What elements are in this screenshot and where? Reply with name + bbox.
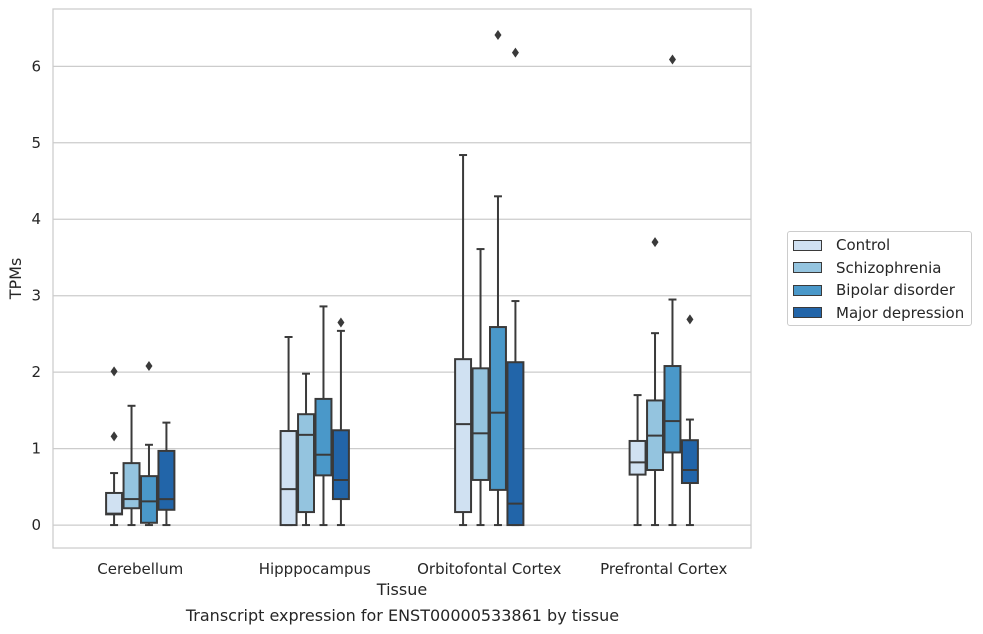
- legend-label: Control: [836, 236, 891, 254]
- box-iqr: [105, 491, 124, 516]
- outlier-point: [337, 317, 345, 328]
- legend-label: Schizophrenia: [836, 258, 942, 277]
- box-iqr: [471, 367, 490, 481]
- legend-item-bipolar-disorder: Bipolar disorder: [793, 280, 955, 300]
- y-tick-label: 4: [31, 210, 41, 228]
- box-iqr: [454, 358, 473, 514]
- legend-item-schizophrenia: Schizophrenia: [793, 258, 941, 278]
- y-tick-label: 3: [31, 287, 41, 305]
- box-prefrontal-cortex-control: [628, 394, 647, 527]
- box-iqr: [140, 475, 158, 524]
- legend: Control Schizophrenia Bipolar disorder Majo…: [787, 231, 972, 326]
- outlier-point: [494, 29, 502, 40]
- box-cerebellum-schizophrenia: [122, 404, 141, 527]
- box-prefrontal-cortex-major-depression: [680, 314, 699, 527]
- x-tick-label: Prefrontal Cortex: [600, 560, 727, 578]
- box-iqr: [489, 326, 507, 491]
- box-iqr: [279, 430, 298, 527]
- box-iqr: [506, 361, 525, 527]
- outlier-point: [668, 54, 676, 65]
- chart-title: Transcript expression for ENST0000053386…: [185, 606, 620, 625]
- plot-area-frame: [52, 8, 752, 549]
- box-prefrontal-cortex-bipolar-disorder: [663, 54, 682, 527]
- box-orbitofontal-cortex-control: [454, 154, 473, 527]
- x-tick-label: Hipppocampus: [259, 560, 371, 578]
- box-orbitofontal-cortex-schizophrenia: [471, 248, 490, 527]
- box-iqr: [157, 449, 176, 511]
- legend-swatch: [793, 284, 822, 296]
- box-cerebellum-control: [105, 366, 124, 527]
- box-hipppocampus-schizophrenia: [297, 372, 315, 527]
- legend-item-control: Control: [793, 235, 890, 255]
- y-axis-ticks: 0 1 2 3 4 5 6: [31, 57, 41, 534]
- legend-label: Bipolar disorder: [836, 281, 955, 299]
- box-orbitofontal-cortex-bipolar-disorder: [489, 29, 507, 527]
- outlier-point: [511, 47, 519, 58]
- outlier-point: [145, 361, 153, 372]
- box-hipppocampus-major-depression: [331, 317, 350, 527]
- y-tick-label: 0: [31, 516, 41, 534]
- y-tick-label: 1: [31, 440, 41, 458]
- box-cerebellum-major-depression: [157, 421, 176, 527]
- box-iqr: [331, 429, 350, 501]
- box-iqr: [663, 365, 682, 454]
- outlier-point: [110, 366, 118, 377]
- box-hipppocampus-bipolar-disorder: [314, 305, 333, 527]
- legend-swatch: [793, 307, 822, 318]
- outlier-point: [651, 237, 659, 248]
- legend-item-major-depression: Major depression: [793, 303, 964, 323]
- box-iqr: [314, 397, 333, 477]
- box-prefrontal-cortex-schizophrenia: [646, 237, 664, 527]
- box-iqr: [680, 439, 699, 485]
- box-cerebellum-bipolar-disorder: [140, 361, 158, 527]
- box-iqr: [628, 439, 647, 476]
- outlier-point: [686, 314, 694, 325]
- x-tick-label: Cerebellum: [97, 560, 183, 578]
- box-series: [105, 29, 699, 527]
- box-hipppocampus-control: [279, 335, 298, 527]
- legend-label: Major depression: [836, 303, 965, 322]
- x-axis-title: Tissue: [376, 580, 427, 599]
- grid-lines: [53, 65, 751, 526]
- x-tick-label: Orbitofontal Cortex: [417, 560, 561, 578]
- y-axis-title: TPMs: [6, 258, 25, 301]
- box-iqr: [122, 462, 141, 510]
- y-tick-label: 2: [31, 363, 41, 381]
- legend-swatch: [793, 239, 822, 251]
- y-tick-label: 6: [31, 57, 41, 75]
- box-orbitofontal-cortex-major-depression: [506, 47, 525, 527]
- y-tick-label: 5: [31, 134, 41, 152]
- x-axis-ticks: Cerebellum Hipppocampus Orbitofontal Corte…: [97, 560, 727, 578]
- outlier-point: [110, 431, 118, 442]
- box-iqr: [297, 413, 315, 514]
- legend-swatch: [793, 262, 822, 273]
